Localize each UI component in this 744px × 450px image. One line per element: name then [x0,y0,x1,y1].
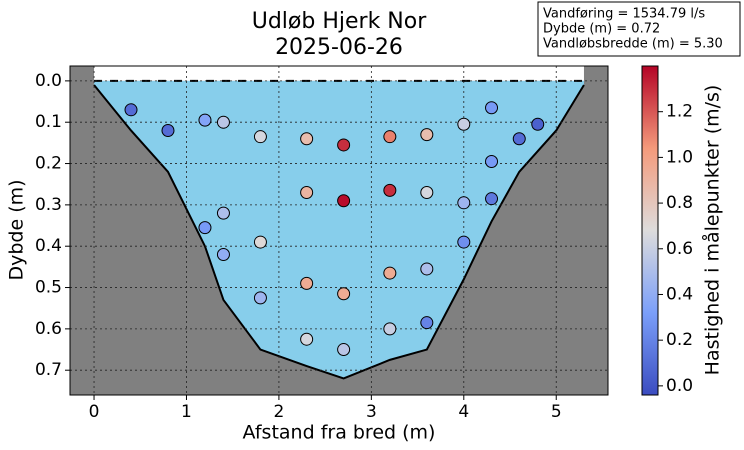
measurement-point [337,194,351,208]
measurement-point [420,262,434,276]
x-tick-label: 0 [89,402,100,422]
info-text: Vandføring = 1534.79 l/s [543,7,705,22]
y-tick-label: 0.0 [35,71,62,91]
colorbar-label: Hastighed i målepunkter (m/s) [701,85,724,376]
colorbar-tick-label: 0.0 [666,376,693,396]
info-text: Vandløbsbredde (m) = 5.30 [543,37,723,52]
colorbar-tick-label: 1.2 [666,102,693,122]
measurement-point [300,185,314,199]
riverbed [93,84,585,380]
measurement-point [485,101,499,115]
measurement-point [420,185,434,199]
measurement-point [216,115,230,129]
colorbar-tick-label: 0.8 [666,193,693,213]
colorbar-tick-label: 0.4 [666,284,693,304]
measurement-point [124,103,138,117]
x-tick-label: 3 [366,402,377,422]
water [94,80,584,379]
measurement-point [161,123,175,137]
measurement-point [457,117,471,131]
y-tick-label: 0.4 [35,236,62,256]
measurement-point [457,196,471,210]
measurement-point [253,130,267,144]
air [94,66,584,81]
x-tick-label: 4 [458,402,469,422]
measurement-point [198,221,212,235]
measurement-point [337,343,351,357]
measurement-point [383,130,397,144]
measurement-point [420,316,434,330]
colorbar-tick-label: 1.0 [666,147,693,167]
x-tick-label: 5 [551,402,562,422]
x-axis-label: Afstand fra bred (m) [243,422,436,444]
x-tick-label: 1 [181,402,192,422]
y-tick-label: 0.5 [35,278,62,298]
info-text: Dybde (m) = 0.72 [543,22,660,37]
colorbar-tick-label: 0.2 [666,330,693,350]
measurement-point [253,291,267,305]
measurement-point [337,287,351,301]
y-tick-label: 0.7 [35,360,62,380]
colorbar-tick-label: 0.6 [666,239,693,259]
measurement-point [337,138,351,152]
measurement-point [300,332,314,346]
info-box [537,1,741,57]
y-tick-label: 0.2 [35,154,62,174]
measurement-point [383,322,397,336]
measurement-point [216,206,230,220]
measurement-point [216,247,230,261]
measurement-point [485,154,499,168]
chart-title: Udløb Hjerk Nor [252,9,427,34]
measurement-point [485,192,499,206]
measurement-point [253,235,267,249]
x-tick-label: 2 [274,402,285,422]
y-tick-label: 0.3 [35,195,62,215]
measurement-point [383,266,397,280]
plot-frame [69,65,609,396]
measurement-point [300,132,314,146]
y-axis-label: Dybde (m) [6,179,28,280]
colorbar [641,65,659,396]
measurement-point [420,128,434,142]
y-tick-label: 0.1 [35,112,62,132]
measurement-point [300,276,314,290]
y-tick-label: 0.6 [35,319,62,339]
measurement-point [512,132,526,146]
measurement-point [457,235,471,249]
chart-subtitle: 2025-06-26 [275,35,403,60]
measurement-point [383,183,397,197]
measurement-point [531,117,545,131]
measurement-point [198,113,212,127]
